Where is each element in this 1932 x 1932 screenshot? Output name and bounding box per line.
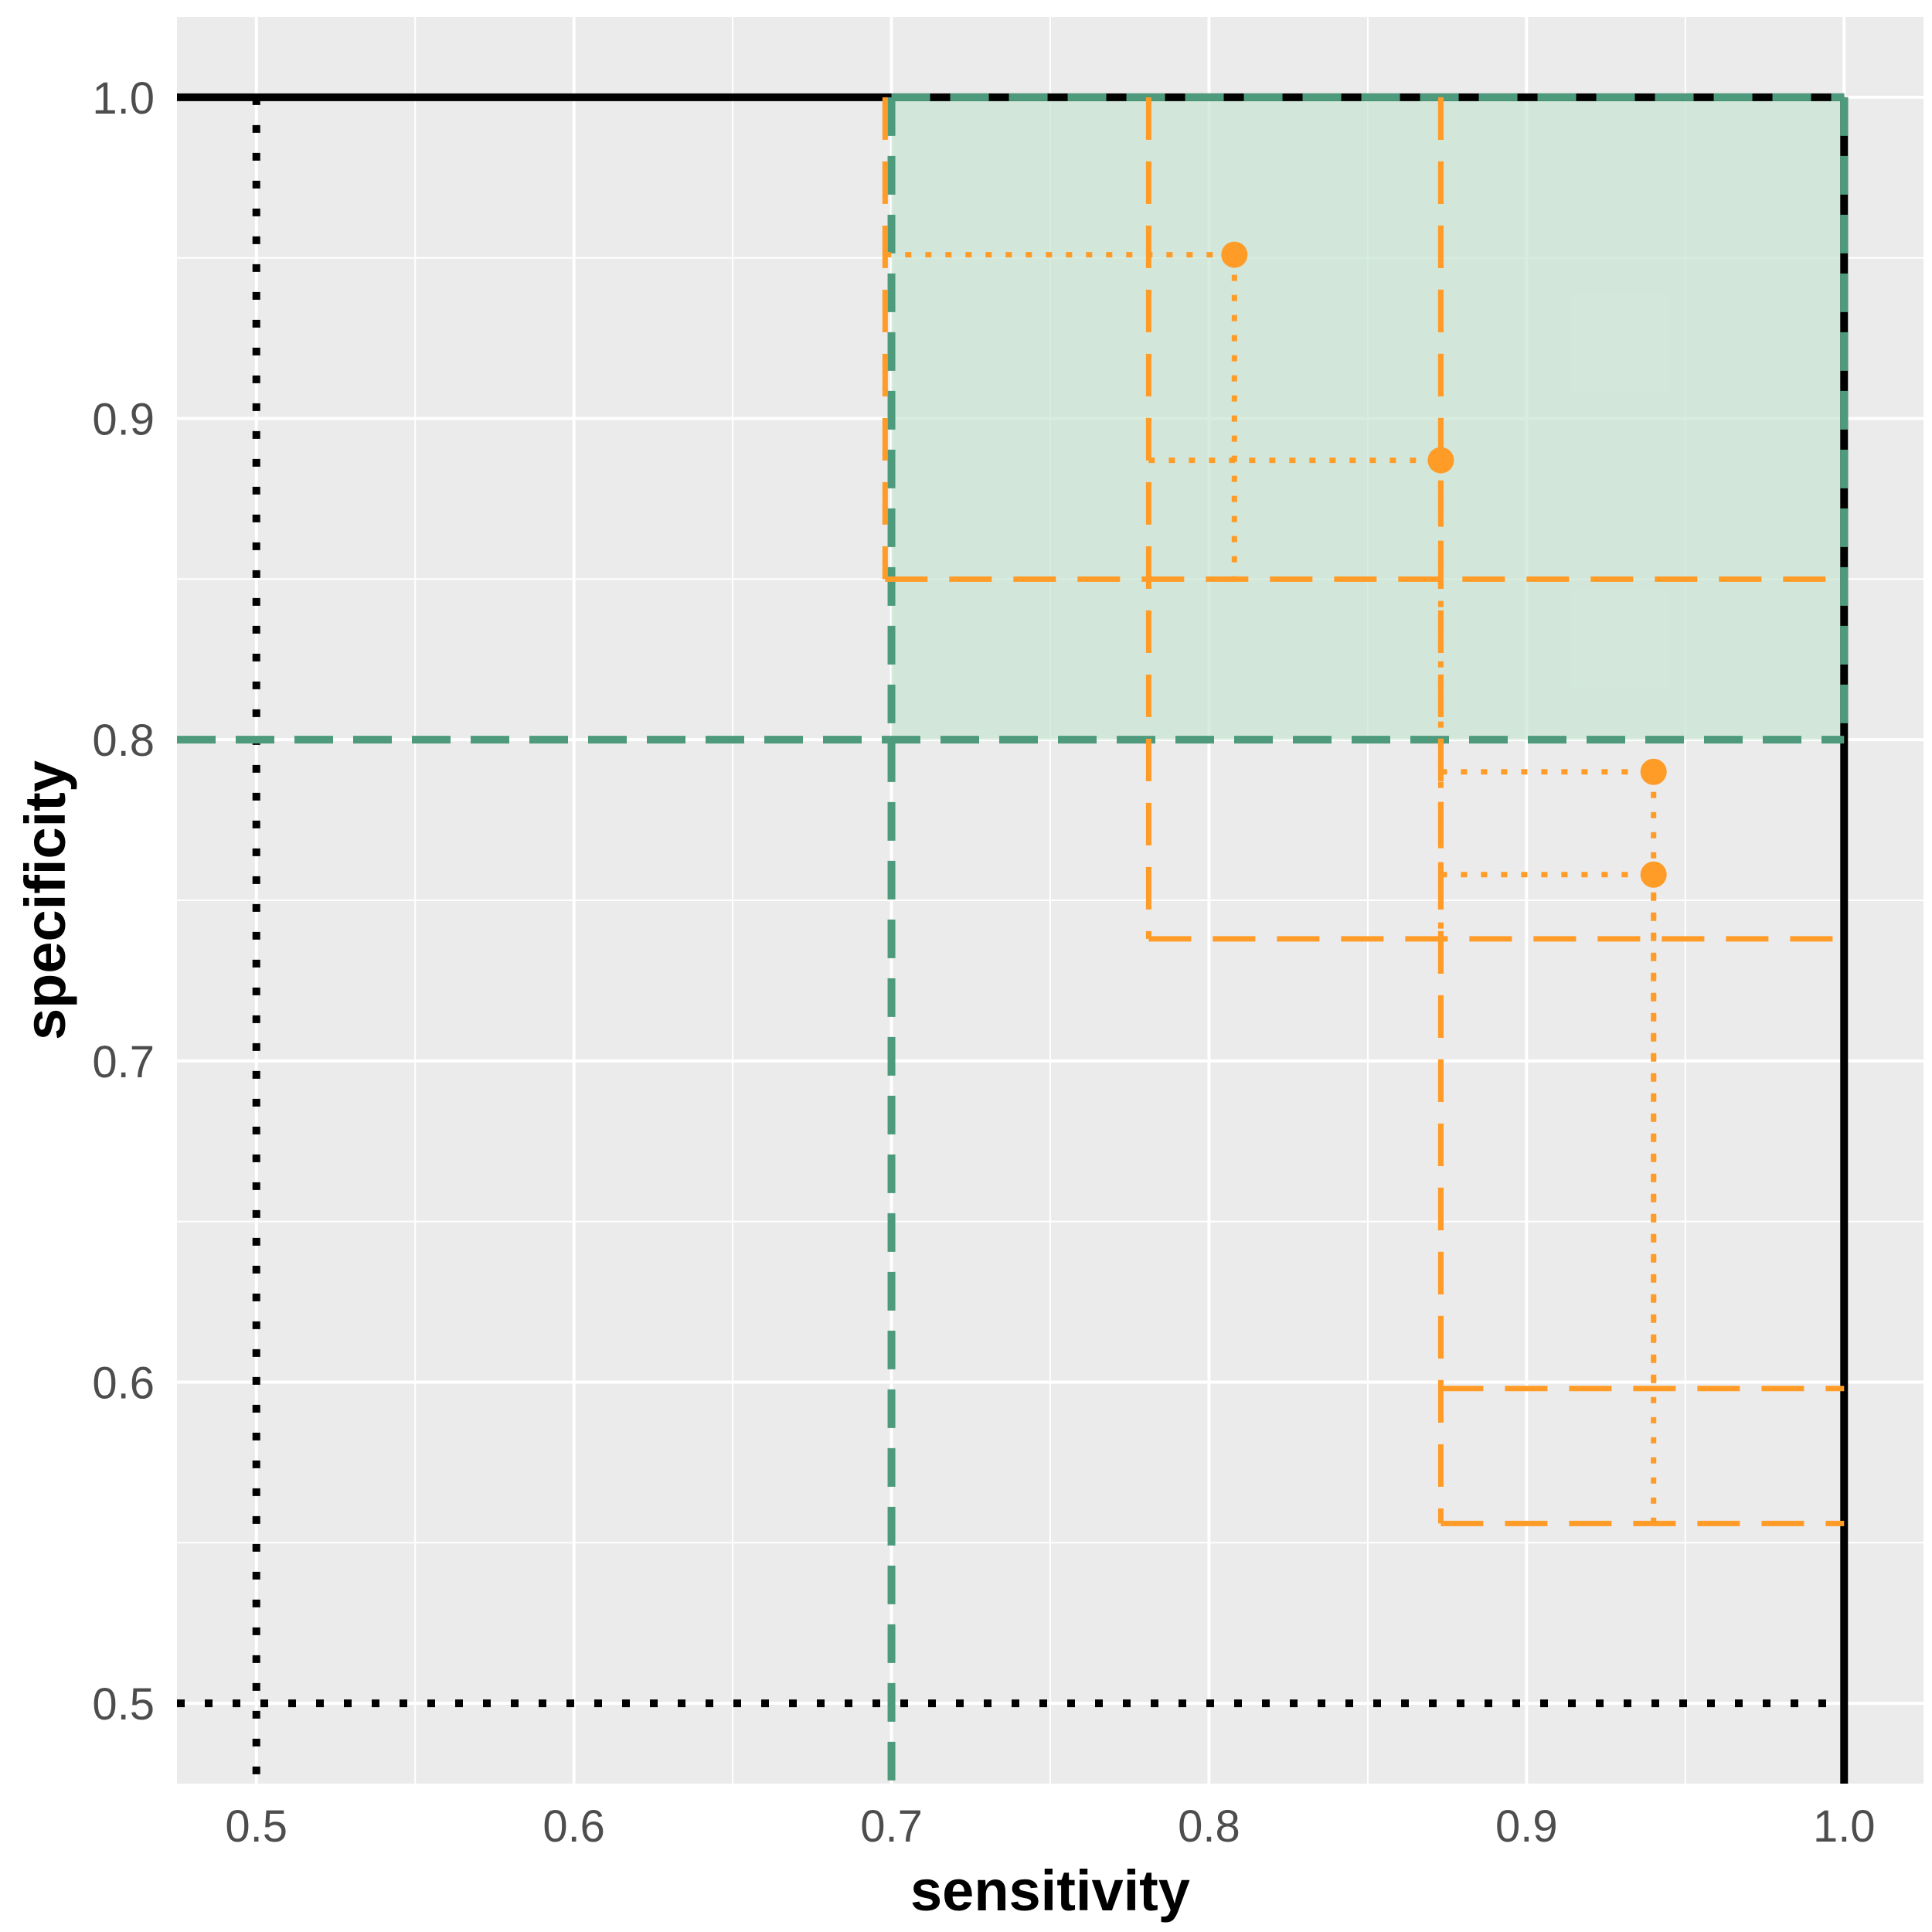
y-axis-title: specificity <box>13 760 77 1040</box>
y-tick-label: 0.6 <box>92 1358 155 1408</box>
x-axis-title: sensitivity <box>910 1859 1190 1923</box>
study-point <box>1640 861 1667 888</box>
study-point <box>1427 447 1454 474</box>
x-tick-label: 0.5 <box>225 1801 287 1852</box>
y-tick-label: 0.8 <box>92 716 155 766</box>
y-tick-label: 1.0 <box>92 73 155 124</box>
y-tick-label: 0.7 <box>92 1037 155 1087</box>
x-tick-label: 0.9 <box>1495 1801 1558 1852</box>
x-tick-label: 0.7 <box>860 1801 923 1852</box>
study-point <box>1221 241 1248 268</box>
y-tick-label: 0.5 <box>92 1679 155 1730</box>
data-layer <box>177 93 1849 1784</box>
y-tick-label: 0.9 <box>92 395 155 445</box>
study-point <box>1640 758 1667 785</box>
target-region-fill <box>891 97 1845 740</box>
tick-labels: 0.5 0.6 0.7 0.8 0.9 1.0 0.5 0.6 0.7 0.8 0.9 1.0 <box>92 73 1875 1852</box>
x-tick-label: 0.6 <box>543 1801 605 1852</box>
x-tick-label: 0.8 <box>1178 1801 1240 1852</box>
x-tick-label: 1.0 <box>1813 1801 1876 1852</box>
